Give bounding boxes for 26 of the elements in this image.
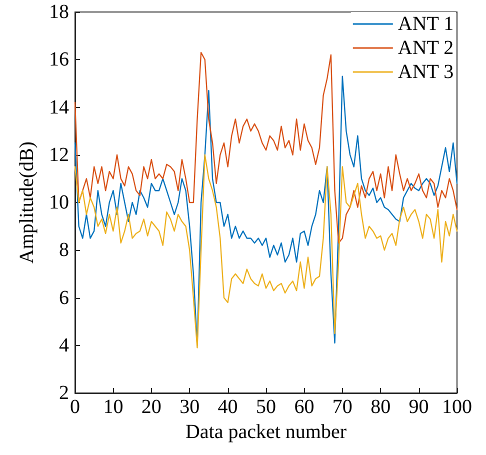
x-tick-label: 70	[332, 396, 352, 418]
x-tick-label: 80	[370, 396, 391, 418]
x-tick-label: 40	[218, 396, 238, 418]
legend-label: ANT 2	[398, 37, 454, 59]
y-tick-label: 2	[59, 382, 69, 404]
x-tick-label: 100	[442, 396, 472, 418]
y-tick-label: 18	[49, 1, 69, 23]
x-axis-title: Data packet number	[185, 420, 347, 443]
x-tick-label: 90	[408, 396, 429, 418]
y-tick-label: 12	[49, 144, 69, 166]
line-series	[74, 154, 458, 348]
y-tick-label: 8	[59, 239, 69, 262]
y-tick-label: 4	[59, 334, 69, 356]
x-tick-label: 30	[180, 396, 200, 418]
y-tick-label: 16	[49, 48, 69, 71]
y-tick-label: 14	[49, 96, 69, 118]
y-tick-label: 6	[59, 286, 69, 309]
legend-label: ANT 3	[398, 61, 454, 83]
legend-label: ANT 1	[398, 13, 454, 35]
x-tick-label: 0	[70, 396, 80, 418]
x-tick-label: 10	[103, 396, 124, 418]
x-tick-label: 20	[141, 396, 162, 418]
x-tick-label: 60	[294, 396, 314, 418]
x-tick-label: 50	[256, 396, 276, 418]
y-axis-title: Amplitude(dB)	[16, 141, 38, 264]
y-tick-label: 10	[49, 192, 69, 214]
